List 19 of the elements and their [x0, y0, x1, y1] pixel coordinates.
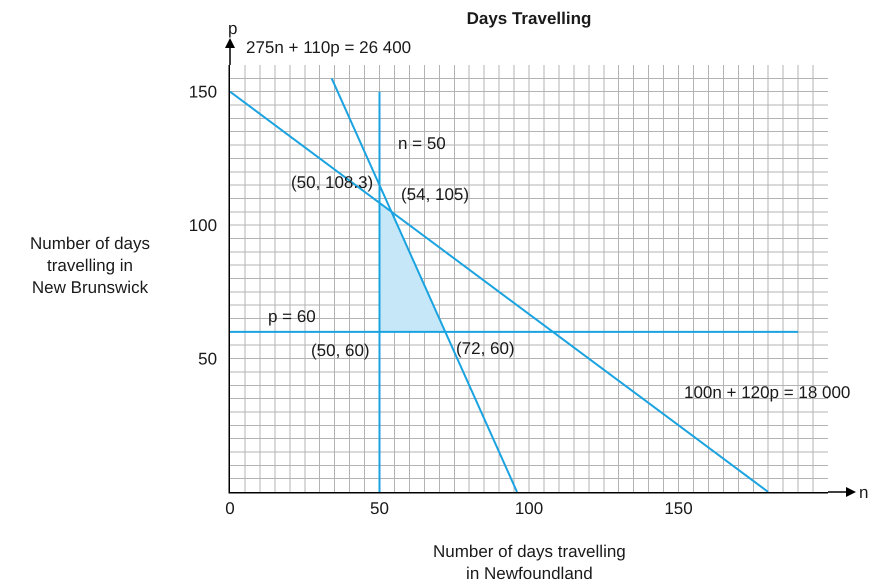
- annotation: (50, 60): [311, 341, 370, 360]
- annotation: p = 60: [268, 307, 316, 326]
- chart-title: Days Travelling: [466, 8, 592, 28]
- y-tick-label: 50: [198, 350, 218, 369]
- annotation: (72, 60): [456, 339, 515, 358]
- x-tick-label: 150: [664, 498, 693, 518]
- x-tick-label: 100: [514, 498, 544, 518]
- text: n: [859, 483, 868, 502]
- annotation: (54, 105): [401, 185, 470, 204]
- y-axis-title: Number of days travelling in New Brunswick: [30, 234, 150, 298]
- x-tick-label: 50: [370, 498, 389, 518]
- text: p: [228, 19, 238, 38]
- annotation: n = 50: [398, 134, 446, 153]
- x-tick-label: 0: [225, 498, 235, 518]
- x-axis-title: Number of days travelling in Newfoundland: [433, 542, 626, 584]
- annotation: 100n + 120p = 18 000: [684, 383, 850, 402]
- y-tick-label: 100: [188, 216, 218, 236]
- text: 275n + 110p = 26 400: [246, 38, 412, 57]
- y-tick-label: 150: [188, 82, 218, 102]
